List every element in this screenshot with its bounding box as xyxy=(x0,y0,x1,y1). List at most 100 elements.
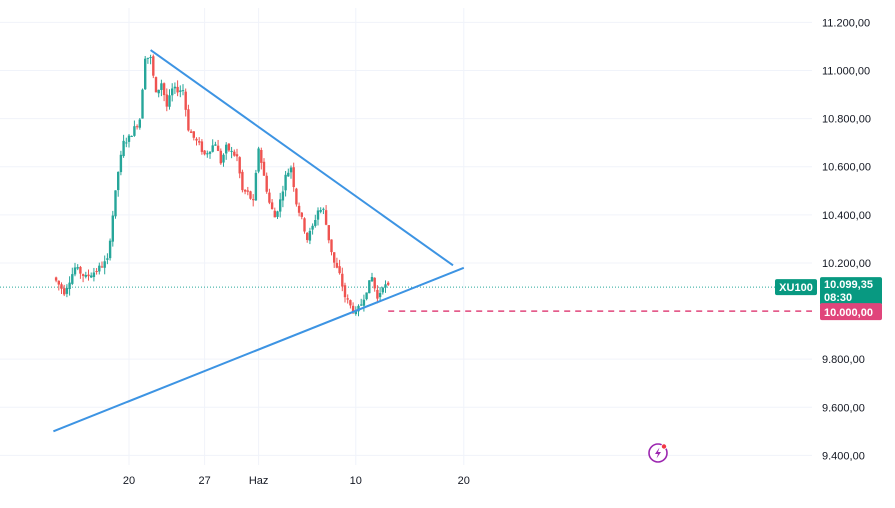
grid xyxy=(0,8,812,465)
candle-body xyxy=(303,218,306,232)
candle-body xyxy=(200,141,204,152)
candle-body xyxy=(330,239,333,253)
candle-body xyxy=(243,189,247,192)
symbol-label: XU100 xyxy=(779,282,813,294)
candle-body xyxy=(316,210,320,220)
candle-body xyxy=(63,288,66,295)
candle-body xyxy=(249,191,252,199)
trendlines[interactable] xyxy=(53,49,465,433)
candle-body xyxy=(335,262,339,268)
candle-body xyxy=(351,305,355,313)
candle-body xyxy=(327,225,330,241)
candle-body xyxy=(192,131,195,138)
candle-body xyxy=(338,266,341,274)
y-tick-label: 10.400,00 xyxy=(822,210,871,222)
candle-body xyxy=(270,202,274,210)
candle-body xyxy=(246,190,249,192)
candle-body xyxy=(314,220,317,226)
candle-body xyxy=(152,56,155,76)
level-badge xyxy=(820,303,882,321)
trendline-resistance[interactable] xyxy=(150,49,454,267)
candle-body xyxy=(111,215,114,242)
candle-body xyxy=(233,151,236,156)
candle-body xyxy=(292,167,295,188)
y-tick-label: 10.600,00 xyxy=(822,162,871,174)
candle-body xyxy=(235,154,239,157)
candle-body xyxy=(198,141,201,143)
candle-body xyxy=(81,274,85,276)
candle-body xyxy=(122,140,125,157)
candle-body xyxy=(357,305,360,312)
price-axis[interactable]: 11.200,00 11.000,00 10.800,00 10.600,00 10.4… xyxy=(822,17,871,462)
candle-body xyxy=(103,261,106,268)
candle-body xyxy=(333,252,336,263)
candle-body xyxy=(60,284,63,289)
candle-body xyxy=(238,157,241,174)
candle-body xyxy=(384,284,387,288)
candle-body xyxy=(297,205,301,213)
candle-body xyxy=(211,145,214,152)
candle-body xyxy=(138,119,141,128)
candle-body xyxy=(216,145,220,151)
candle-body xyxy=(368,280,371,294)
x-tick-label: 20 xyxy=(123,475,135,487)
candle-body xyxy=(179,90,182,92)
candle-body xyxy=(187,109,190,131)
candle-body xyxy=(281,191,285,201)
candle-body xyxy=(295,188,298,205)
countdown-label: 08:30 xyxy=(824,292,852,304)
candle-body xyxy=(376,289,379,299)
candle-body xyxy=(284,174,287,191)
lines-layer xyxy=(0,286,812,312)
y-tick-label: 11.200,00 xyxy=(822,17,870,29)
candle-body xyxy=(341,273,344,287)
candle-body xyxy=(141,89,144,119)
candle-body xyxy=(133,126,136,136)
candle-body xyxy=(76,267,79,269)
candle-body xyxy=(289,167,293,173)
x-tick-label: 27 xyxy=(198,475,210,487)
candle-body xyxy=(214,144,217,146)
candle-body xyxy=(360,304,363,306)
candles xyxy=(54,54,390,317)
candle-body xyxy=(95,270,98,272)
candle-body xyxy=(195,138,198,141)
candle-body xyxy=(87,274,90,277)
candle-body xyxy=(184,91,187,110)
candle-body xyxy=(71,274,74,284)
candle-body xyxy=(73,267,77,275)
candle-body xyxy=(241,171,244,191)
x-tick-label: 20 xyxy=(458,475,470,487)
symbol-badge xyxy=(775,279,817,296)
trendline-support[interactable] xyxy=(53,266,465,433)
alert-icon[interactable] xyxy=(648,443,668,463)
candle-body xyxy=(168,95,171,107)
candle-body xyxy=(322,208,325,210)
candle-body xyxy=(260,149,263,163)
candle-body xyxy=(222,154,225,163)
candle-body xyxy=(373,277,376,289)
candle-body xyxy=(219,150,222,164)
candle-body xyxy=(324,210,328,225)
y-tick-label: 9.800,00 xyxy=(822,354,865,366)
candle-body xyxy=(68,282,71,290)
candle-body xyxy=(311,225,314,230)
candle-body xyxy=(90,275,93,278)
candle-body xyxy=(130,135,133,137)
last-price-label: 10.099,35 xyxy=(824,279,873,291)
candle-body xyxy=(176,86,179,93)
candle-body xyxy=(171,88,174,96)
candle-body xyxy=(306,232,309,240)
candle-body xyxy=(162,83,166,96)
candle-body xyxy=(268,192,271,203)
candle-body xyxy=(206,153,209,155)
time-axis[interactable]: 20 27 Haz 10 20 xyxy=(123,475,470,487)
candle-body xyxy=(117,171,120,191)
candle-body xyxy=(146,57,150,59)
candle-body xyxy=(92,272,96,278)
candle-body xyxy=(387,282,390,285)
candle-body xyxy=(300,212,303,217)
candle-body xyxy=(370,276,374,282)
